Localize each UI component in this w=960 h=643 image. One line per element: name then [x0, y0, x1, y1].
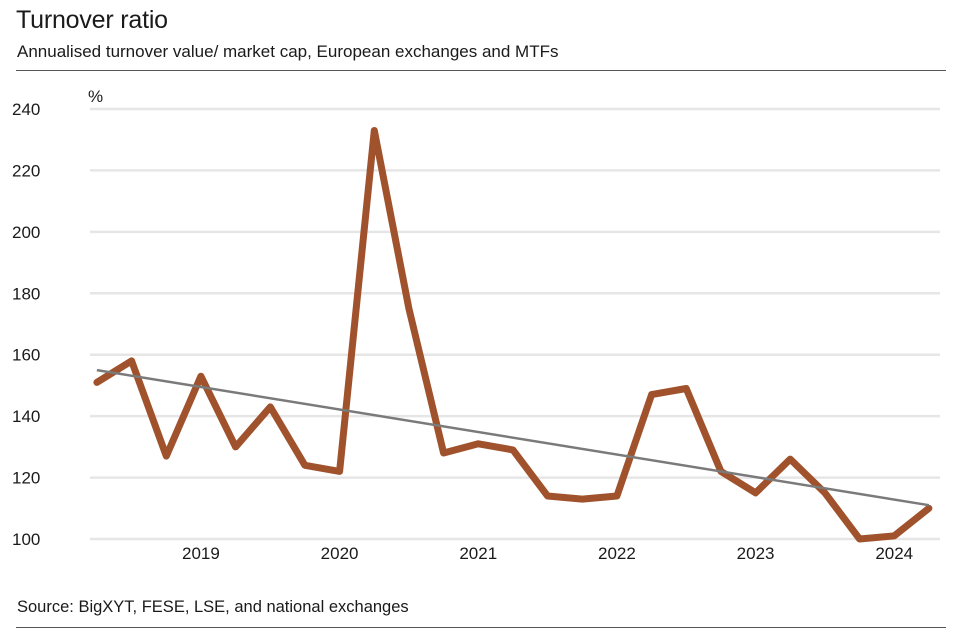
x-tick-label: 2022 — [598, 544, 636, 563]
y-tick-label: 100 — [12, 530, 40, 549]
y-axis-ticks: 100 120 140 160 180 200 220 240 — [12, 100, 40, 549]
y-axis-unit-label: % — [88, 87, 103, 106]
x-tick-label: 2020 — [321, 544, 359, 563]
y-tick-label: 160 — [12, 346, 40, 365]
y-tick-label: 220 — [12, 161, 40, 180]
series — [93, 127, 933, 543]
y-tick-label: 180 — [12, 284, 40, 303]
y-tick-label: 120 — [12, 469, 40, 488]
y-tick-label: 140 — [12, 407, 40, 426]
trend-line — [96, 368, 930, 507]
x-axis-ticks: 2019 2020 2021 2022 2023 2024 — [182, 544, 913, 563]
source-note: Source: BigXYT, FESE, LSE, and national … — [17, 598, 409, 616]
y-tick-label: 200 — [12, 223, 40, 242]
x-tick-label: 2023 — [737, 544, 775, 563]
bottom-rule — [16, 627, 946, 628]
top-rule — [16, 70, 946, 71]
x-tick-label: 2024 — [875, 544, 913, 563]
x-tick-label: 2021 — [459, 544, 497, 563]
y-tick-label: 240 — [12, 100, 40, 119]
x-tick-label: 2019 — [182, 544, 220, 563]
gridlines — [90, 107, 940, 541]
chart-subtitle: Annualised turnover value/ market cap, E… — [17, 42, 559, 61]
chart-title: Turnover ratio — [16, 6, 168, 34]
